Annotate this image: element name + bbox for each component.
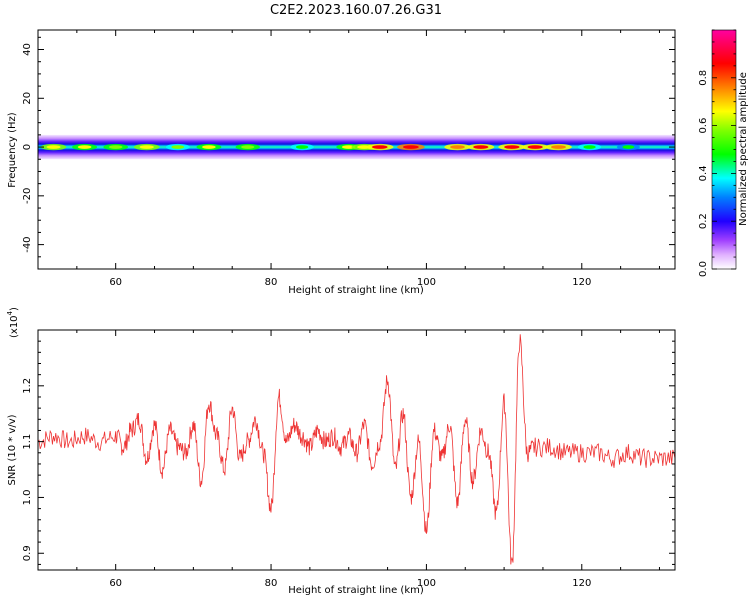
colorbar-tick-label: 0.6 bbox=[698, 118, 709, 134]
spectrogram-y-tick-label: 40 bbox=[22, 43, 33, 56]
spectral-hotspot bbox=[202, 145, 216, 149]
snr-plot-area bbox=[38, 334, 675, 565]
snr-y-tick-label: 1.2 bbox=[22, 378, 33, 394]
spectral-hotspot bbox=[372, 145, 388, 149]
spectrogram-x-tick-label: 80 bbox=[265, 277, 278, 288]
spectral-hotspot bbox=[473, 145, 489, 149]
colorbar-ticks: 0.0 0.2 0.4 0.6 0.8 bbox=[698, 29, 736, 277]
snr-multiplier-label: (x104) bbox=[6, 307, 20, 338]
spectrogram-x-tick-label: 120 bbox=[572, 277, 591, 288]
spectral-hotspot bbox=[108, 145, 123, 149]
spectrogram-y-tick-label: 20 bbox=[22, 92, 33, 105]
spectrogram-x-tick-label: 100 bbox=[417, 277, 436, 288]
snr-x-tick-label: 60 bbox=[109, 578, 122, 589]
colorbar-tick-label: 0.4 bbox=[698, 165, 709, 181]
spectrogram-y-tick-label: 0 bbox=[22, 144, 33, 150]
spectrogram-x-axis-label: Height of straight line (km) bbox=[288, 285, 424, 296]
spectral-hotspot bbox=[550, 145, 566, 149]
snr-x-tick-label: 80 bbox=[265, 578, 278, 589]
spectrogram-y-ticks: -40 -20 0 20 40 bbox=[22, 36, 675, 270]
snr-x-tick-label: 100 bbox=[417, 578, 436, 589]
colorbar-tick-label: 0.8 bbox=[698, 70, 709, 86]
snr-y-axis-label: SNR (10 * v/v) bbox=[7, 414, 18, 485]
colorbar-tick-label: 0.0 bbox=[698, 261, 709, 277]
spectrogram-plot-area bbox=[38, 134, 675, 160]
spectrogram-frame bbox=[37, 29, 676, 270]
spectral-hotspot bbox=[171, 145, 185, 149]
spectrogram-panel: 60 80 100 120 -40 -20 0 20 40 Height of straigh… bbox=[7, 29, 676, 296]
snr-x-ticks: 60 80 100 120 bbox=[37, 330, 660, 589]
snr-x-tick-label: 120 bbox=[572, 578, 591, 589]
spectral-hotspot bbox=[295, 145, 309, 149]
spectrogram-y-axis-label: Frequency (Hz) bbox=[7, 112, 18, 188]
spectral-hotspot bbox=[139, 145, 154, 149]
snr-y-tick-label: 1.1 bbox=[22, 434, 33, 450]
spectral-hotspot bbox=[583, 145, 596, 149]
colorbar-gradient bbox=[712, 30, 736, 269]
spectral-hotspot bbox=[622, 145, 635, 149]
snr-multiplier-base: (x10 bbox=[9, 315, 20, 338]
colorbar-label: Normalized spectral amplitude bbox=[738, 72, 749, 226]
snr-y-tick-label: 1.0 bbox=[22, 489, 33, 505]
snr-x-axis-label: Height of straight line (km) bbox=[288, 585, 424, 596]
spectrogram-x-ticks: 60 80 100 120 bbox=[37, 30, 660, 288]
spectrogram-y-tick-label: -20 bbox=[22, 188, 33, 204]
svg-text:(x104): (x104) bbox=[6, 307, 20, 338]
colorbar-tick-label: 0.2 bbox=[698, 213, 709, 229]
spectral-hotspot bbox=[504, 145, 520, 149]
figure-title: C2E2.2023.160.07.26.G31 bbox=[270, 3, 442, 18]
snr-y-tick-label: 0.9 bbox=[22, 545, 33, 561]
snr-panel: 60 80 100 120 0.9 1.0 1.1 1.2 Height of straig… bbox=[6, 307, 676, 596]
spectral-hotspot bbox=[46, 145, 61, 149]
spectrogram-y-tick-label: -40 bbox=[22, 236, 33, 252]
snr-multiplier-close: ) bbox=[9, 307, 20, 311]
snr-frame bbox=[37, 329, 676, 571]
snr-series-line bbox=[38, 334, 675, 565]
spectral-hotspot bbox=[402, 145, 419, 149]
colorbar: 0.0 0.2 0.4 0.6 0.8 Normalized spectral ampl… bbox=[698, 29, 749, 277]
spectral-hotspot bbox=[77, 145, 92, 149]
snr-multiplier-exponent: 4 bbox=[6, 310, 14, 315]
spectrogram-x-tick-label: 60 bbox=[109, 277, 122, 288]
spectral-hotspot bbox=[450, 145, 465, 149]
spectral-hotspot bbox=[241, 145, 255, 149]
snr-y-ticks: 0.9 1.0 1.1 1.2 bbox=[22, 329, 675, 565]
spectral-hotspot bbox=[527, 145, 543, 149]
